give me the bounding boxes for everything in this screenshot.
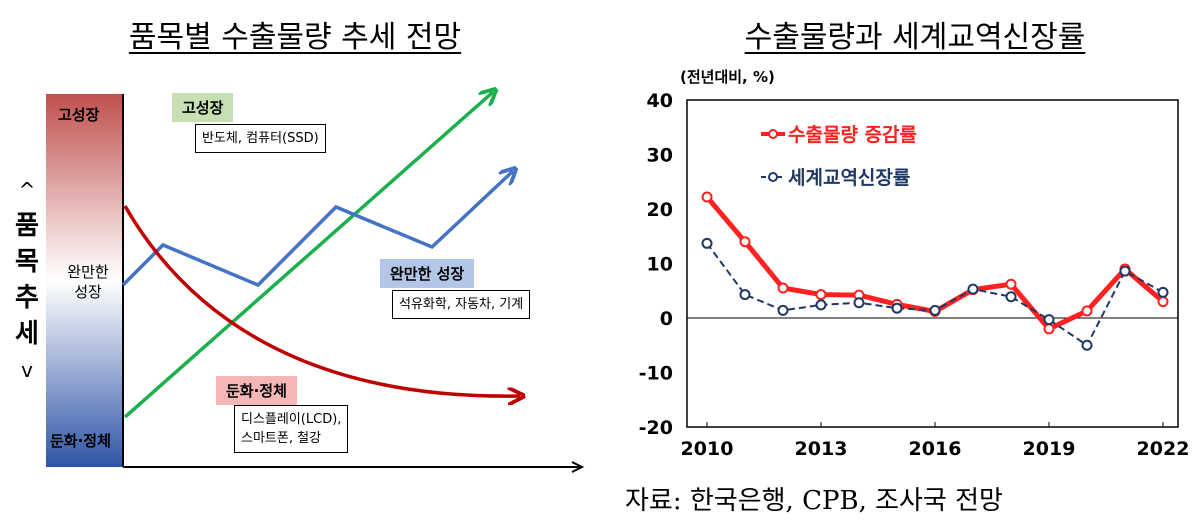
left-panel-title: 품목별 수출물량 추세 전망 (128, 20, 462, 55)
data-point-trade (1005, 291, 1017, 303)
series-line-trade (706, 242, 1164, 347)
unit-label: (전년대비, %) (680, 68, 775, 86)
data-point-trade (815, 299, 827, 311)
data-point-trade (967, 283, 979, 295)
side-char: 목 (15, 247, 39, 277)
y-tick-label: 30 (647, 145, 673, 167)
plot-frame (686, 99, 1179, 428)
legend-label-trade: 세계교역신장률 (788, 167, 911, 189)
items-stagnation: 디스플레이(LCD), 스마트폰, 철강 (234, 405, 349, 453)
source-note: 자료: 한국은행, CPB, 조사국 전망 (625, 486, 1003, 516)
data-point-trade (777, 304, 789, 316)
legend-item-trade: 세계교역신장률 (760, 163, 910, 190)
bar-label-high: 고성장 (58, 106, 100, 124)
y-tick-label: -10 (639, 363, 673, 385)
x-tick-label: 2010 (681, 438, 734, 460)
bar-label-low: 둔화·정체 (50, 432, 111, 450)
data-point-export (777, 282, 789, 294)
data-point-export (1043, 323, 1055, 335)
y-tick-label: -20 (639, 417, 673, 439)
data-point-trade (701, 237, 713, 249)
data-point-trade (929, 304, 941, 316)
red-trend-line (123, 205, 520, 396)
data-point-export (1157, 296, 1169, 308)
tag-stagnation: 둔화·정체 (216, 376, 297, 405)
chart-title: 수출물량과 세계교역신장률 (744, 20, 1086, 55)
x-tick-label: 2019 (1023, 438, 1076, 460)
tag-moderate-growth: 완만한 성장 (380, 259, 475, 288)
legend-label-export: 수출물량 증감률 (788, 124, 917, 146)
items-moderate-growth: 석유화학, 자동차, 기계 (392, 290, 531, 319)
x-tick-label: 2013 (795, 438, 848, 460)
data-point-export (701, 191, 713, 203)
y-tick-label: 40 (647, 90, 673, 112)
data-point-export (1005, 278, 1017, 290)
data-point-export (739, 236, 751, 248)
legend-item-export: 수출물량 증감률 (760, 120, 917, 147)
x-axis-arrow (571, 461, 585, 473)
x-tick-label: 2022 (1137, 438, 1190, 460)
legend-marker-trade (761, 171, 785, 182)
y-tick-label: 20 (647, 199, 673, 221)
side-char: 품 (15, 211, 39, 241)
y-tick-label: 0 (660, 308, 673, 330)
green-trend-line (123, 92, 493, 419)
data-point-trade (739, 289, 751, 301)
up-caret: ^ (18, 178, 36, 202)
down-caret: v (21, 358, 33, 382)
data-point-export (815, 289, 827, 301)
y-tick-label: 10 (647, 254, 673, 276)
trend-side-label: ^ 품 목 추 세 v (14, 172, 40, 388)
trend-diagram (46, 0, 585, 473)
legend-marker-export (761, 128, 785, 139)
gradient-bar (46, 94, 123, 467)
tag-high-growth: 고성장 (172, 93, 234, 122)
data-point-trade (1081, 339, 1093, 351)
data-point-trade (853, 297, 865, 309)
bar-label-mid: 완만한 성장 (67, 263, 109, 301)
side-char: 세 (15, 319, 39, 349)
data-point-trade (1043, 314, 1055, 326)
x-tick-label: 2016 (909, 438, 962, 460)
data-point-trade (1157, 286, 1169, 298)
side-char: 추 (15, 283, 39, 313)
data-point-export (1081, 305, 1093, 317)
data-point-trade (891, 302, 903, 314)
items-high-growth: 반도체, 컴퓨터(SSD) (195, 124, 326, 153)
data-point-trade (1119, 265, 1131, 277)
